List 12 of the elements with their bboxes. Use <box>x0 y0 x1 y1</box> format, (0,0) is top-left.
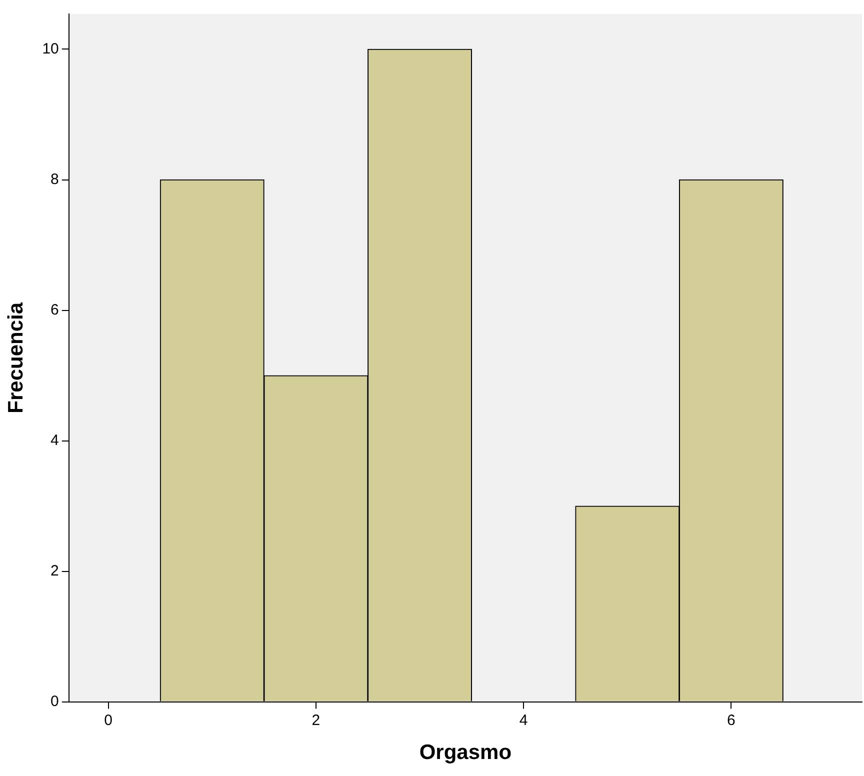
x-tick-label: 4 <box>519 712 528 729</box>
x-axis-title: Orgasmo <box>419 741 512 764</box>
x-tick-label: 2 <box>312 712 320 729</box>
x-tick-label: 6 <box>727 712 736 729</box>
x-tick-label: 0 <box>104 712 113 729</box>
y-tick-label: 4 <box>50 432 59 449</box>
y-tick-label: 8 <box>50 170 59 188</box>
y-tick-label: 0 <box>50 692 59 710</box>
y-tick-label: 10 <box>42 40 59 58</box>
y-tick-label: 6 <box>50 301 59 318</box>
y-tick-label: 2 <box>50 562 59 580</box>
y-axis-title: Frecuencia <box>4 302 28 414</box>
